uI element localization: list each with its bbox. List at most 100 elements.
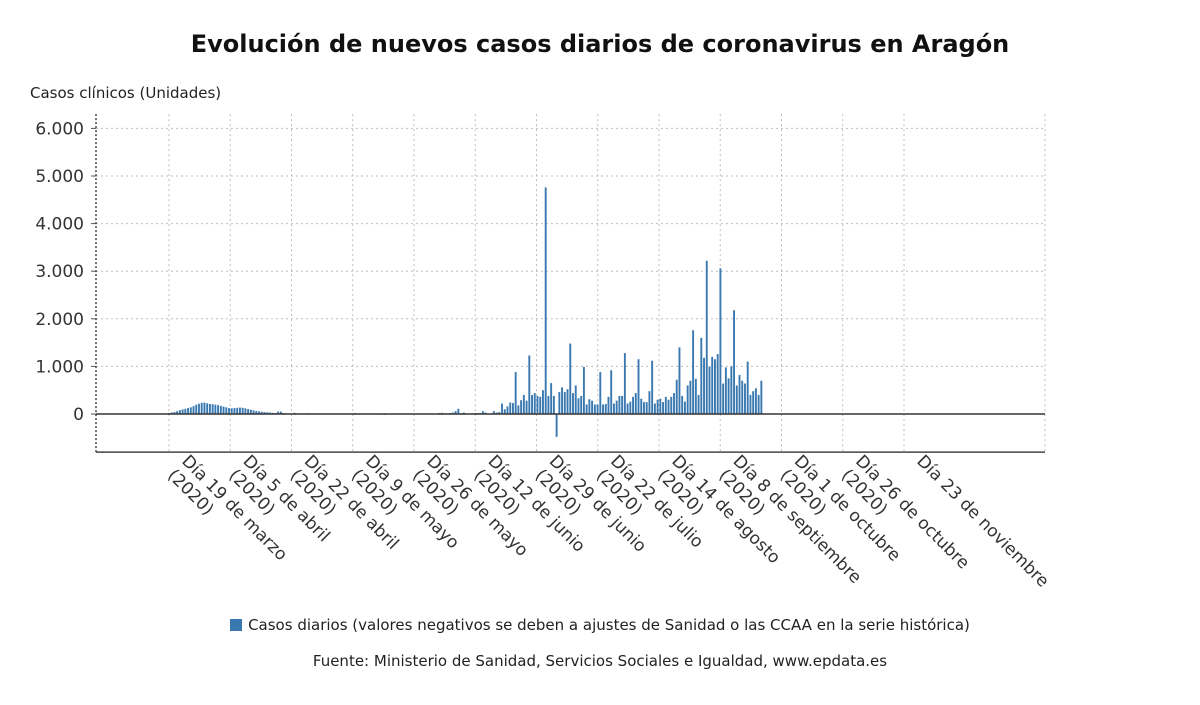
bar <box>187 408 190 414</box>
bar <box>454 411 457 414</box>
bar <box>206 403 209 414</box>
bar <box>258 411 260 414</box>
bar <box>506 406 509 414</box>
bar <box>612 403 615 414</box>
bar <box>705 260 708 414</box>
bar <box>241 407 244 414</box>
bar <box>520 400 523 414</box>
bar <box>694 378 697 414</box>
bar <box>582 366 585 414</box>
y-tick-label: 2.000 <box>35 310 84 330</box>
bar <box>211 404 214 414</box>
bar <box>585 404 588 414</box>
bar <box>522 394 525 414</box>
bar <box>525 400 528 414</box>
bar <box>233 408 236 414</box>
bar <box>719 268 722 414</box>
bar <box>222 406 225 414</box>
bar <box>752 391 755 414</box>
bar <box>722 383 725 414</box>
bar <box>509 402 512 414</box>
bar <box>593 404 596 414</box>
bar <box>550 383 553 414</box>
bar <box>536 395 539 414</box>
bar <box>528 355 531 414</box>
bar <box>602 404 604 414</box>
bar <box>230 408 233 414</box>
bar <box>632 396 634 414</box>
bar <box>730 366 733 414</box>
bar <box>711 356 714 414</box>
bar <box>503 409 506 414</box>
bar <box>607 396 610 414</box>
bar <box>514 372 517 414</box>
bar <box>733 310 736 414</box>
bar <box>656 399 659 414</box>
bar <box>184 408 187 414</box>
bar <box>263 412 266 414</box>
bar <box>754 388 757 414</box>
y-tick-label: 5.000 <box>35 167 84 187</box>
bar <box>746 361 749 414</box>
bar <box>492 411 495 414</box>
bar <box>670 396 673 414</box>
bar <box>744 383 746 414</box>
y-tick-label: 0 <box>73 405 84 425</box>
bar <box>659 398 662 414</box>
bar <box>708 366 711 414</box>
bar <box>279 411 282 414</box>
bar <box>724 367 727 414</box>
bar <box>703 357 705 414</box>
bar <box>634 393 637 414</box>
bar <box>189 407 192 414</box>
bar <box>738 374 741 414</box>
y-axis-label: Casos clínicos (Unidades) <box>30 84 222 102</box>
bar <box>645 402 648 414</box>
bar <box>615 400 618 414</box>
bar <box>547 395 550 414</box>
bar <box>662 402 665 414</box>
bar <box>266 412 269 414</box>
bar <box>200 402 203 414</box>
bar <box>208 404 211 414</box>
bar <box>623 353 626 414</box>
bar <box>563 392 566 414</box>
bar <box>760 380 763 414</box>
bar <box>558 392 561 414</box>
bar <box>481 411 484 414</box>
bar <box>566 389 569 414</box>
bar <box>225 407 228 414</box>
bar <box>544 187 547 414</box>
chart-title: Evolución de nuevos casos diarios de cor… <box>190 30 1010 58</box>
bar <box>757 394 760 414</box>
bar <box>673 393 675 414</box>
bar <box>727 378 730 414</box>
bar <box>678 347 681 414</box>
axes <box>95 114 1045 453</box>
bar <box>552 395 555 414</box>
bar <box>498 412 501 414</box>
bar <box>195 404 198 414</box>
bar <box>577 398 580 414</box>
y-tick-labels: 0 1.000 2.000 3.000 4.000 5.000 6.000 <box>35 119 84 425</box>
legend: Casos diarios (valores negativos se debe… <box>0 616 1200 634</box>
bar <box>664 396 667 414</box>
bar <box>683 401 686 414</box>
bar <box>176 411 179 414</box>
y-tick-label: 3.000 <box>35 262 84 282</box>
bar <box>192 406 195 414</box>
bar <box>217 405 220 414</box>
bar <box>533 393 536 414</box>
bar <box>572 393 574 414</box>
y-tick-label: 4.000 <box>35 215 84 235</box>
y-gridlines <box>91 127 1045 415</box>
bar <box>640 398 643 414</box>
bar <box>198 403 200 414</box>
bar <box>700 337 703 414</box>
bar <box>178 410 181 414</box>
bar <box>173 412 176 414</box>
bar <box>517 405 520 414</box>
bar <box>667 399 670 414</box>
legend-label: Casos diarios (valores negativos se debe… <box>248 616 970 634</box>
